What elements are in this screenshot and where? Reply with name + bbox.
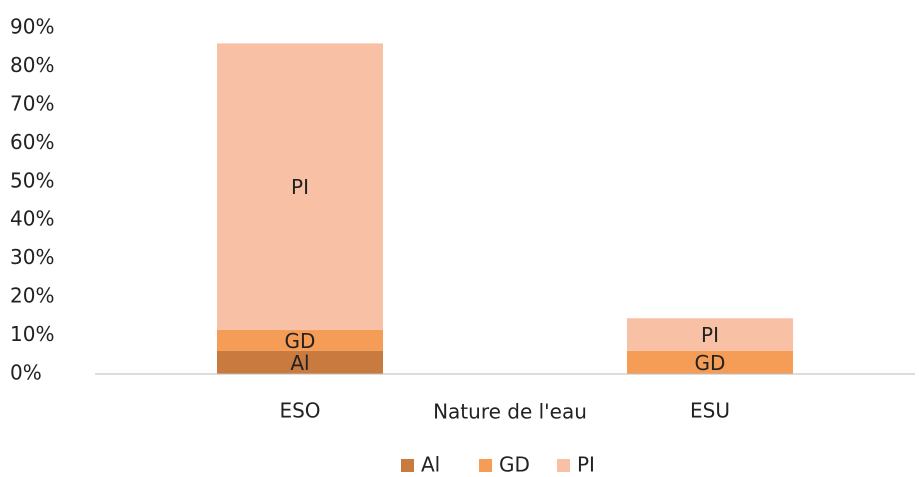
- legend-swatch: [401, 459, 414, 472]
- y-tick-label: 90%: [10, 15, 54, 39]
- y-tick-label: 20%: [10, 284, 54, 308]
- y-tick-label: 30%: [10, 245, 54, 269]
- y-tick-label: 50%: [10, 168, 54, 192]
- x-tick-label: ESU: [690, 399, 730, 423]
- legend-label: PI: [577, 453, 595, 477]
- y-tick-label: 40%: [10, 207, 54, 231]
- legend-swatch: [479, 459, 492, 472]
- legend-label: Al: [421, 453, 440, 477]
- bar-segment: [217, 350, 383, 374]
- bar-segment: [627, 318, 793, 351]
- legend-label: GD: [499, 453, 530, 477]
- segment-label: PI: [701, 323, 719, 347]
- legend-swatch: [557, 459, 570, 472]
- bar-segment: [217, 329, 383, 351]
- y-tick-label: 60%: [10, 130, 54, 154]
- segment-label: Al: [290, 351, 309, 375]
- y-tick-label: 0%: [10, 361, 42, 385]
- y-tick-label: 10%: [10, 322, 54, 346]
- segment-label: PI: [291, 175, 309, 199]
- x-tick-label: ESO: [279, 399, 320, 423]
- segment-label: GD: [285, 329, 316, 353]
- y-tick-label: 70%: [10, 91, 54, 115]
- segment-label: GD: [695, 351, 726, 375]
- bar-segment: [217, 43, 383, 330]
- y-tick-label: 80%: [10, 53, 54, 77]
- bar-segment: [627, 350, 793, 374]
- x-axis-label: Nature de l'eau: [433, 400, 587, 424]
